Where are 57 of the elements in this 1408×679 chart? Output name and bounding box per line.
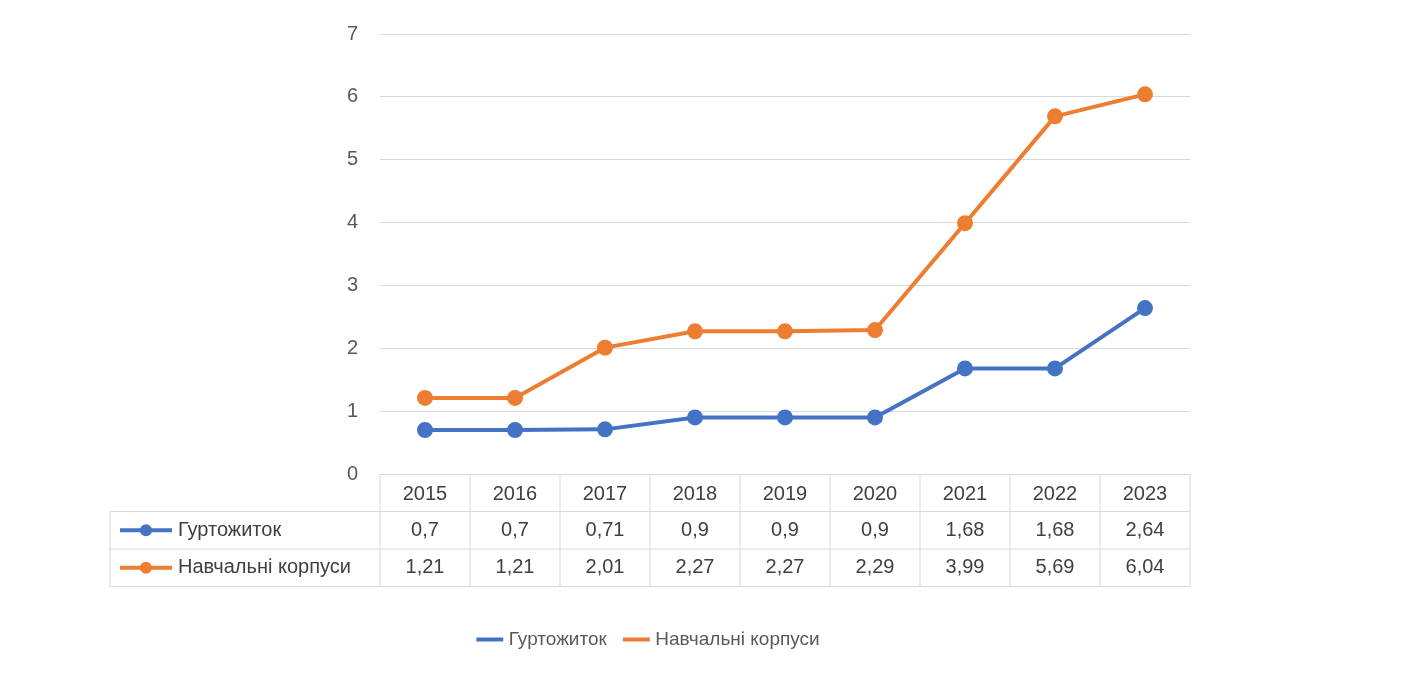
point — [507, 422, 523, 438]
text: Гуртожиток — [508, 627, 607, 649]
y-tick-label: 0 — [346, 461, 358, 484]
data-label: 0,7 — [411, 517, 439, 540]
data-label: 0,71 — [585, 517, 625, 540]
y-tick-label: 4 — [346, 210, 358, 233]
data-label: 3,99 — [945, 555, 985, 578]
text: Навчальні корпуси — [655, 627, 820, 649]
data-label: 0,7 — [501, 517, 529, 540]
point — [777, 323, 793, 340]
x-tick-label: 2015 — [402, 481, 448, 504]
y-tick-label: 2 — [346, 335, 358, 358]
data-label: 1,21 — [495, 555, 535, 578]
data-label: 2,27 — [675, 555, 715, 578]
x-tick-label: 2016 — [492, 481, 538, 504]
data-label: 1,68 — [945, 517, 985, 540]
x-tick-label: 2019 — [762, 481, 808, 504]
y-tick-label: 3 — [346, 272, 358, 295]
point — [957, 360, 973, 377]
point — [597, 421, 613, 438]
point — [597, 339, 613, 356]
point — [867, 322, 883, 339]
data-label: 1,68 — [1035, 517, 1075, 540]
x-tick-label: 2021 — [942, 481, 988, 504]
legend-label: Навчальні корпуси — [178, 555, 351, 578]
point — [417, 422, 433, 438]
data-label: 6,04 — [1125, 555, 1165, 578]
y-tick-label: 5 — [346, 147, 358, 170]
x-tick-label: 2022 — [1032, 481, 1078, 504]
point — [507, 389, 523, 406]
data-label: 2,64 — [1125, 517, 1165, 540]
point — [1047, 108, 1063, 125]
point — [687, 409, 703, 426]
x-tick-label: 2018 — [672, 481, 718, 504]
point — [1137, 300, 1153, 317]
data-label: 2,27 — [765, 555, 805, 578]
y-tick-label: 1 — [346, 398, 358, 421]
data-label: 2,29 — [855, 555, 895, 578]
x-tick-label: 2017 — [582, 481, 628, 504]
point — [1047, 360, 1063, 377]
data-label: 0,9 — [771, 517, 799, 540]
point — [867, 409, 883, 426]
y-tick-label: 6 — [346, 84, 358, 107]
legend-label: Гуртожиток — [178, 517, 282, 540]
data-label: 0,9 — [861, 517, 889, 540]
data-label: 2,01 — [585, 555, 625, 578]
point — [417, 389, 433, 406]
point — [777, 409, 793, 426]
point — [687, 323, 703, 340]
x-tick-label: 2020 — [852, 481, 898, 504]
data-label: 0,9 — [681, 517, 709, 540]
y-tick-label: 7 — [346, 21, 358, 44]
data-label: 1,21 — [405, 555, 445, 578]
point — [957, 215, 973, 232]
x-tick-label: 2023 — [1122, 481, 1168, 504]
data-label: 5,69 — [1035, 555, 1075, 578]
point — [1137, 86, 1153, 103]
